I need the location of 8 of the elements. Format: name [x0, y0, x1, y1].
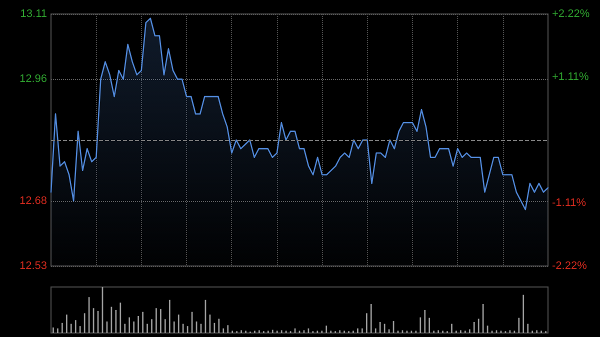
y2-tick-label: +2.22%: [552, 8, 590, 20]
y-tick-label: 12.96: [19, 73, 47, 86]
y-tick-label: 12.68: [19, 194, 47, 207]
y2-tick-label: -2.22%: [552, 260, 588, 272]
y2-tick-label: +1.11%: [552, 71, 590, 83]
y-tick-label: 12.53: [19, 260, 47, 272]
y2-tick-label: -1.11%: [552, 197, 586, 209]
y-tick-label: 13.11: [20, 8, 47, 20]
